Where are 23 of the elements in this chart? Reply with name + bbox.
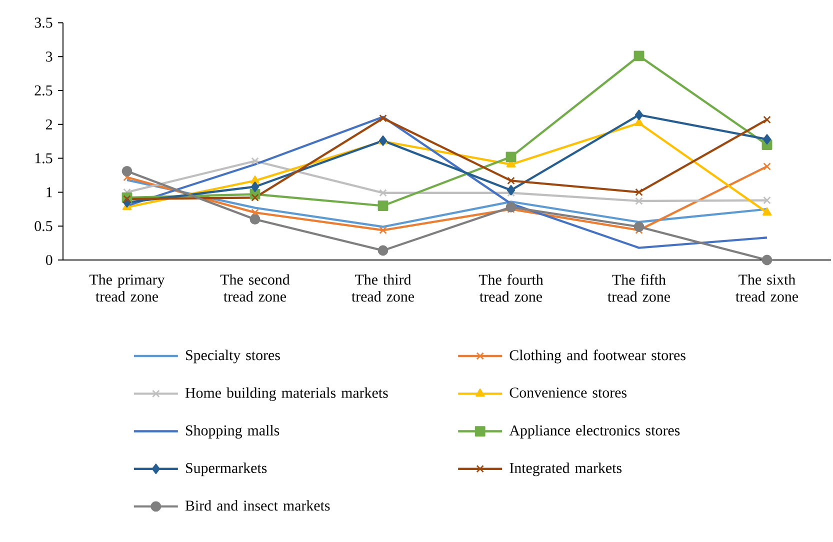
y-tick-label: 0.5 bbox=[34, 221, 52, 232]
legend-label: Integrated markets bbox=[510, 462, 622, 476]
x-tick-label: The primary tread zone bbox=[90, 274, 165, 302]
x-tick-label: The fifth tread zone bbox=[608, 274, 670, 302]
legend-label: Home building materials markets bbox=[185, 387, 388, 401]
y-tick-label: 2 bbox=[46, 119, 52, 130]
y-tick-label: 3 bbox=[46, 52, 52, 62]
y-tick-label: 1.5 bbox=[35, 153, 52, 164]
y-tick-label: 3.5 bbox=[34, 18, 52, 28]
y-tick-label: 0 bbox=[46, 254, 52, 266]
x-tick-label: The sixth tread zone bbox=[736, 274, 798, 302]
y-tick-label: 2.5 bbox=[34, 85, 52, 96]
legend-label: Shopping malls bbox=[186, 424, 280, 439]
x-tick-label: The fourth tread zone bbox=[478, 274, 544, 302]
legend-label: Bird and insect markets bbox=[185, 500, 330, 511]
legend-label: Specialty stores bbox=[186, 350, 280, 364]
legend-label: Appliance electronics stores bbox=[509, 424, 680, 439]
legend-label: Convenience stores bbox=[510, 388, 627, 398]
x-tick-label: The second tread zone bbox=[220, 274, 290, 302]
y-tick-label: 1 bbox=[46, 187, 52, 198]
x-tick-label: The third tread zone bbox=[352, 274, 414, 302]
legend-label: Clothing and footwear stores bbox=[510, 350, 686, 364]
legend-label: Supermarkets bbox=[186, 462, 267, 476]
